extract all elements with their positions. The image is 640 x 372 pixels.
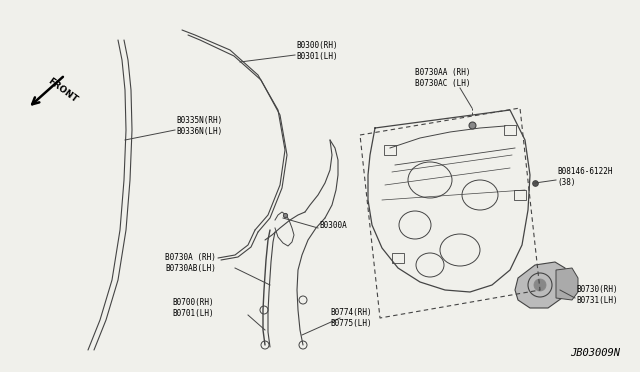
Polygon shape [556, 268, 578, 300]
Text: B0700(RH)
B0701(LH): B0700(RH) B0701(LH) [172, 298, 214, 318]
Text: B0730A (RH)
B0730AB(LH): B0730A (RH) B0730AB(LH) [165, 253, 216, 273]
Bar [514, 190, 526, 200]
Text: B0730AA (RH)
B0730AC (LH): B0730AA (RH) B0730AC (LH) [415, 68, 470, 88]
Bar [392, 253, 404, 263]
Text: B0335N(RH)
B0336N(LH): B0335N(RH) B0336N(LH) [176, 116, 222, 136]
Bar [504, 125, 516, 135]
Text: JB03009N: JB03009N [570, 348, 620, 358]
Polygon shape [515, 262, 568, 308]
Text: FRONT: FRONT [45, 76, 79, 104]
Text: B0774(RH)
B0775(LH): B0774(RH) B0775(LH) [330, 308, 372, 328]
Bar [384, 145, 396, 155]
Text: B08146-6122H
(38): B08146-6122H (38) [557, 167, 612, 187]
Text: B0300A: B0300A [319, 221, 347, 230]
Text: B0300(RH)
B0301(LH): B0300(RH) B0301(LH) [296, 41, 338, 61]
Text: B0730(RH)
B0731(LH): B0730(RH) B0731(LH) [576, 285, 618, 305]
Circle shape [534, 279, 546, 291]
